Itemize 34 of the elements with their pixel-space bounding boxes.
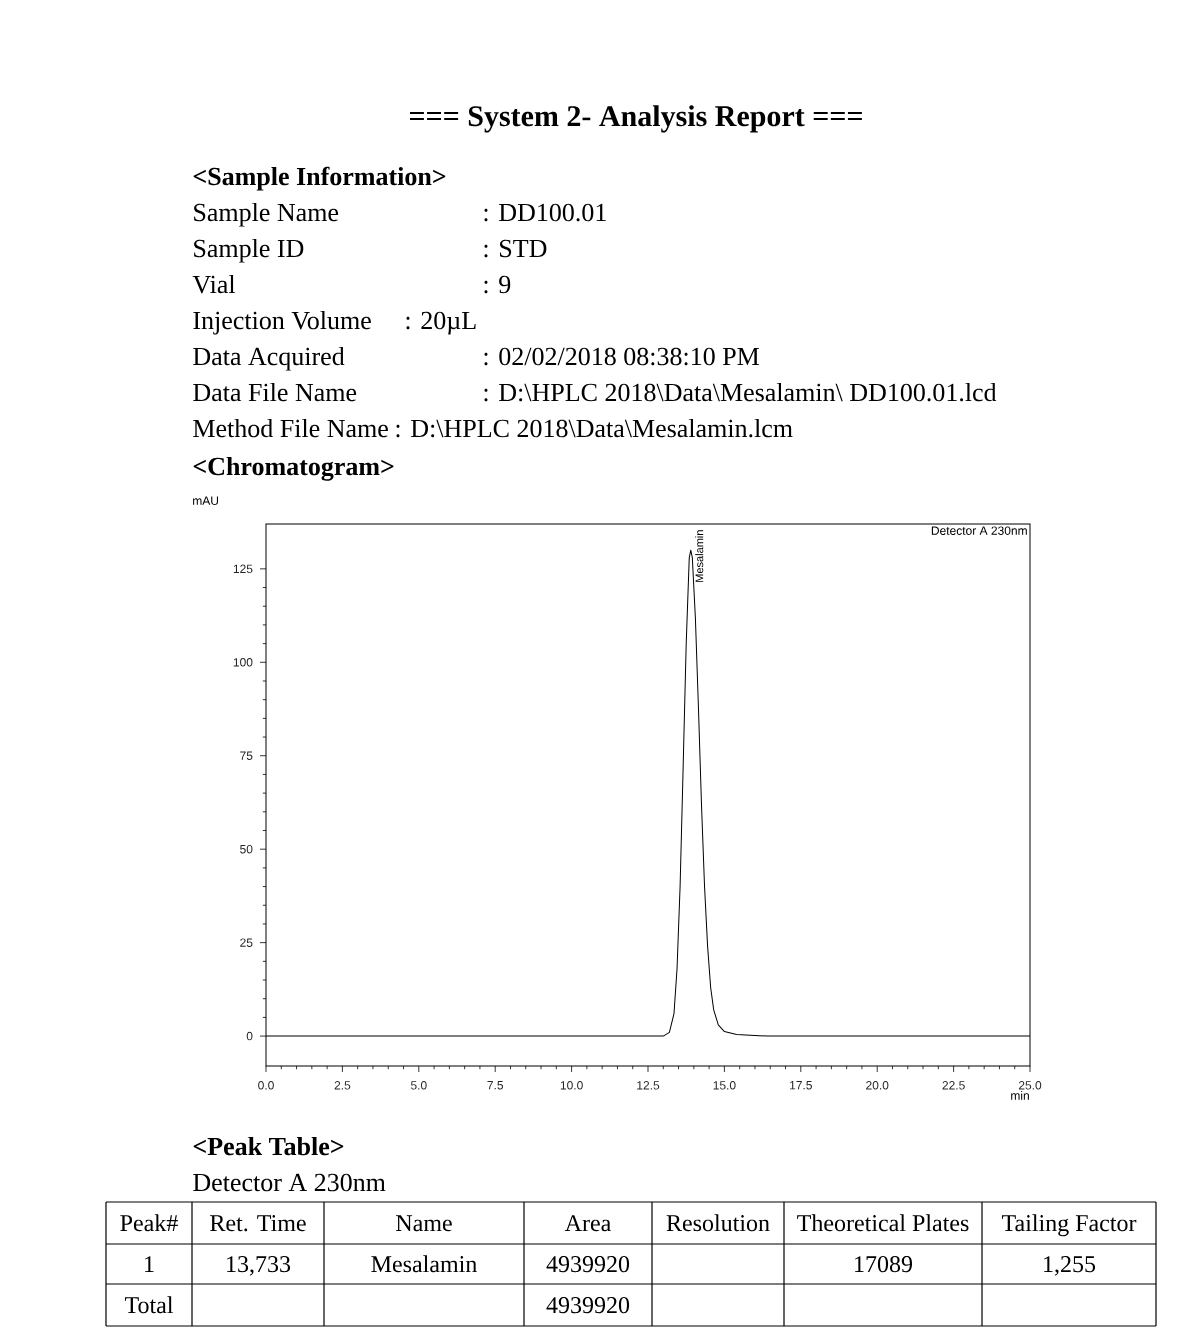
text: : STD — [484, 239, 547, 258]
text: <Chromatogram> — [193, 456, 394, 481]
text: Area — [564, 1215, 611, 1232]
text: : 02/02/2018 08:38:10 PM — [484, 347, 760, 366]
text: Sample ID — [194, 238, 304, 263]
text: 13,733 — [227, 1256, 291, 1276]
text: Method File Name — [193, 418, 388, 438]
text: 4939920 — [546, 1256, 630, 1273]
text: Peak# — [120, 1214, 178, 1232]
text: : 9 — [484, 275, 511, 294]
text: <Sample Information> — [193, 166, 446, 191]
text: Data Acquired — [193, 346, 345, 371]
text: Theoretical Plates — [797, 1214, 969, 1232]
text: Mesalamin — [371, 1255, 477, 1273]
text: : D:\HPLC 2018\Data\Mesalamin\ DD100.01.lcd — [484, 382, 997, 402]
text: 1 — [145, 1256, 154, 1272]
text: Detector A 230nm — [193, 1173, 386, 1192]
text: Data File Name — [193, 382, 357, 402]
text: 1,255 — [1044, 1256, 1096, 1276]
text: : D:\HPLC 2018\Data\Mesalamin.lcm — [396, 418, 793, 438]
text: : DD100.01 — [484, 203, 606, 222]
text: <Peak Table> — [193, 1136, 344, 1156]
text: Resolution — [666, 1214, 770, 1232]
text: Sample Name — [194, 202, 339, 227]
text: 17089 — [855, 1256, 913, 1273]
text: Injection Volume — [193, 310, 371, 335]
text: Vial — [192, 274, 236, 294]
text: Total — [124, 1296, 174, 1314]
text: Tailing Factor — [1001, 1214, 1137, 1237]
chart-title: === System 2- Analysis Report === — [409, 105, 862, 133]
text: : 20µL — [406, 311, 476, 335]
text: 4939920 — [546, 1297, 630, 1314]
text: Ret. Time — [210, 1215, 306, 1232]
text: Name — [396, 1215, 452, 1232]
